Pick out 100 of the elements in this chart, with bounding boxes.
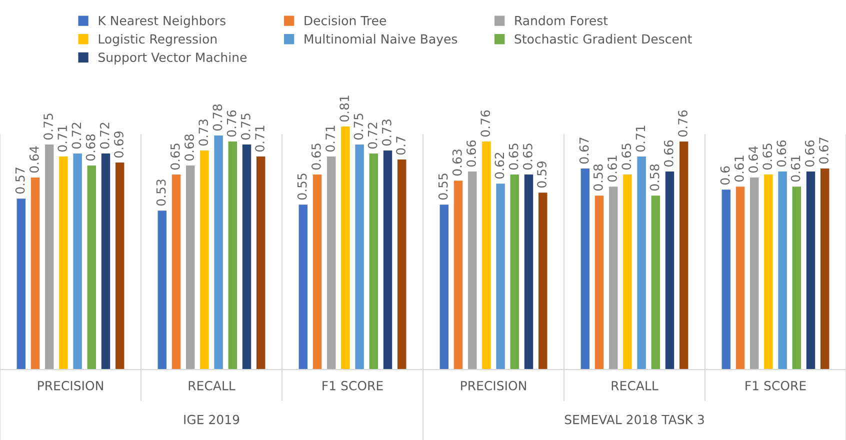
data-label: 0.75 — [240, 114, 250, 140]
bar — [524, 174, 534, 370]
x-tick-label: PRECISION — [38, 380, 103, 390]
bar — [242, 144, 252, 370]
bar — [214, 136, 223, 370]
data-label: 0.76 — [226, 110, 236, 137]
data-label: 0.76 — [480, 110, 490, 137]
bar — [736, 186, 745, 370]
bar — [383, 150, 392, 370]
data-label: 0.62 — [494, 152, 504, 179]
bar — [482, 142, 491, 370]
bar — [341, 126, 350, 370]
bar — [59, 156, 68, 370]
bar — [44, 144, 54, 370]
data-label: 0.61 — [608, 156, 617, 182]
data-label: 0.53 — [156, 180, 166, 206]
data-label: 0.71 — [326, 126, 335, 152]
data-label: 0.65 — [170, 144, 180, 170]
data-label: 0.6 — [720, 166, 730, 185]
data-label: 0.66 — [664, 140, 674, 167]
data-label: 0.72 — [72, 122, 82, 149]
data-label: 0.66 — [804, 140, 814, 167]
data-label: 0.67 — [819, 138, 828, 164]
data-label: 0.75 — [354, 114, 364, 140]
data-label: 0.65 — [522, 144, 532, 170]
bar — [172, 174, 181, 370]
data-label: 0.63 — [452, 150, 462, 176]
data-label: 0.73 — [198, 120, 208, 146]
data-label: 0.58 — [593, 164, 603, 191]
x-tick-label: PRECISION — [461, 380, 526, 390]
data-label: 0.68 — [86, 134, 96, 161]
legend-label: Multinomial Naive Bayes — [304, 34, 458, 46]
bar — [496, 184, 505, 370]
data-label: 0.55 — [438, 174, 448, 200]
data-label: 0.73 — [382, 120, 392, 146]
data-label: 0.75 — [44, 114, 53, 140]
bar — [101, 154, 110, 370]
bar — [820, 168, 830, 370]
bar — [312, 174, 322, 370]
data-label: 0.64 — [748, 146, 758, 173]
data-label: 0.61 — [734, 156, 744, 182]
text: SEMEVAL 2018 TASK 3 — [564, 414, 704, 424]
data-label: 0.65 — [311, 144, 321, 170]
legend-label: Decision Tree — [304, 16, 386, 26]
data-label: 0.78 — [212, 104, 222, 131]
bar — [369, 154, 378, 370]
bar — [326, 156, 336, 370]
data-label: 0.71 — [58, 126, 68, 152]
x-tick-label: RECALL — [612, 380, 658, 390]
bar — [468, 172, 477, 370]
bar — [792, 186, 802, 370]
data-label: 0.71 — [255, 126, 264, 152]
bar — [73, 154, 82, 370]
bar — [580, 168, 590, 370]
bar — [30, 178, 40, 370]
bar — [87, 166, 96, 370]
bar — [355, 144, 364, 370]
legend-label: Support Vector Machine — [98, 52, 247, 64]
data-label: 0.58 — [650, 164, 660, 191]
bar — [764, 174, 773, 370]
bar — [440, 204, 449, 370]
bar — [228, 142, 238, 370]
bar — [778, 172, 787, 370]
data-label: 0.65 — [508, 144, 518, 170]
data-label: 0.65 — [622, 144, 632, 170]
data-label: 0.64 — [29, 146, 39, 173]
x-tick-label: F1 SCORE — [746, 380, 806, 390]
data-label: 0.57 — [15, 168, 25, 194]
bar — [115, 162, 124, 370]
bar — [256, 156, 266, 370]
data-label: 0.65 — [762, 144, 772, 170]
data-label: 0.66 — [466, 140, 476, 167]
data-label: 0.66 — [776, 140, 786, 167]
legend-label: K Nearest Neighbors — [98, 16, 226, 28]
bar — [608, 186, 618, 370]
data-label: 0.7 — [396, 136, 406, 155]
data-label: 0.69 — [114, 131, 124, 158]
bar — [200, 150, 209, 370]
bar — [454, 180, 463, 370]
legend-label: Logistic Regression — [98, 34, 217, 46]
bar — [623, 174, 632, 370]
bar — [16, 198, 26, 370]
bar — [186, 166, 195, 370]
x-tick-label: RECALL — [188, 380, 236, 390]
x-tick-label: F1 SCORE — [322, 380, 383, 390]
text: IGE 2019 — [184, 414, 240, 424]
legend-label: Stochastic Gradient Descent — [514, 34, 692, 44]
data-label: 0.72 — [368, 122, 378, 149]
bar — [298, 204, 308, 370]
bar — [722, 190, 731, 370]
bar — [637, 156, 646, 370]
data-label: 0.76 — [678, 110, 688, 137]
data-label: 0.59 — [537, 161, 546, 188]
data-label: 0.81 — [340, 96, 350, 122]
bar — [806, 172, 816, 370]
bar — [158, 210, 167, 370]
legend-label: Random Forest — [515, 16, 608, 26]
data-label: 0.71 — [636, 126, 646, 152]
bar — [665, 172, 674, 370]
bar — [594, 196, 604, 370]
